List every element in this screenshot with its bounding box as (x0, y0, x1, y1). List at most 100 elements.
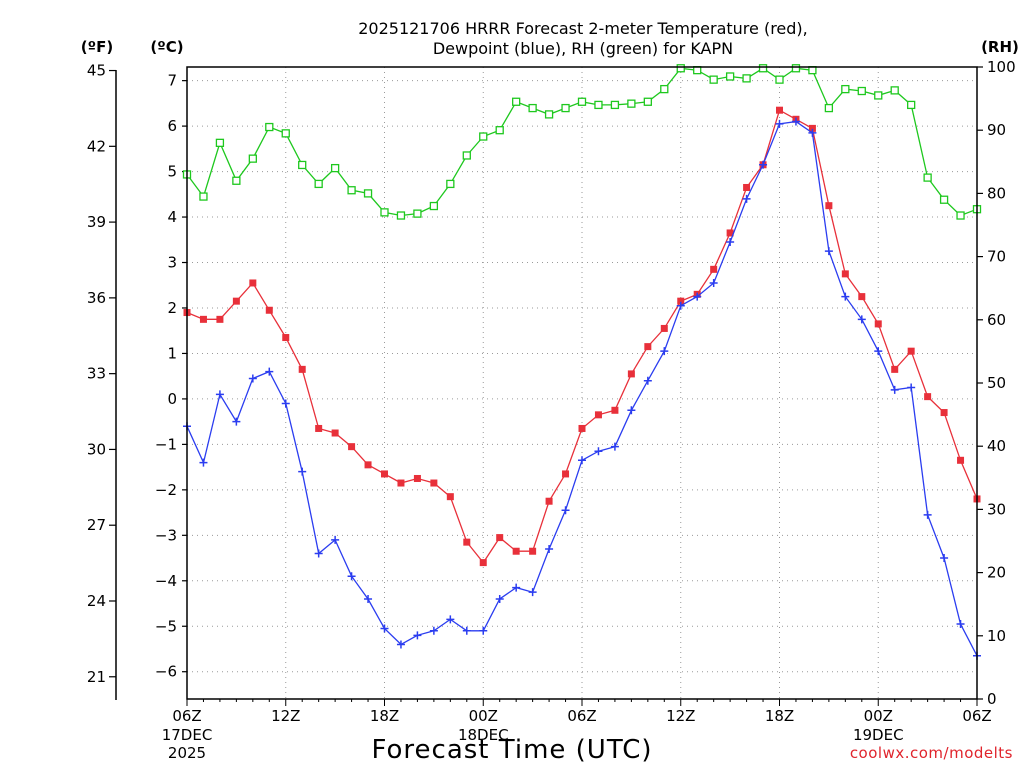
celsius-tick-label: 1 (167, 344, 177, 362)
fahrenheit-tick-label: 24 (87, 592, 106, 610)
dewpoint-point (561, 506, 570, 515)
rh-tick-label: 90 (987, 121, 1006, 139)
rh-point (758, 64, 768, 73)
rh-point (446, 179, 455, 189)
plot-frame (186, 66, 978, 700)
rh-point (528, 103, 537, 113)
credit-text: coolwx.com/modelts (850, 744, 1013, 762)
rh-point (923, 173, 932, 182)
dewpoint-point (956, 619, 965, 628)
celsius-tick-label: 6 (167, 117, 177, 135)
dewpoint-point (759, 160, 768, 169)
date-label: 19DEC (853, 726, 904, 744)
rh-point (347, 186, 356, 195)
celsius-tick-label: 0 (167, 390, 177, 408)
rh-point (380, 208, 389, 217)
dewpoint-point (627, 406, 636, 415)
celsius-tick-label: 3 (167, 254, 177, 272)
temperature-point (874, 320, 882, 328)
temperature-point (776, 106, 783, 114)
rh-point (775, 75, 784, 84)
time-tick-label: 12Z (271, 707, 300, 725)
rh-point (512, 97, 521, 106)
dewpoint-point (676, 301, 685, 310)
rh-point (643, 97, 652, 106)
fahrenheit-tick-label: 39 (87, 213, 106, 231)
dewpoint-point (265, 367, 274, 376)
dewpoint-point (742, 194, 751, 203)
date-label: 17DEC (162, 726, 213, 744)
dewpoint-point (890, 385, 899, 394)
dewpoint-point (923, 510, 932, 519)
dewpoint-point (907, 383, 916, 392)
rh-point (215, 138, 225, 147)
rh-point (479, 132, 488, 141)
rh-point (742, 74, 751, 83)
dewpoint-series (183, 117, 981, 660)
celsius-tick-label: 4 (167, 208, 177, 226)
fahrenheit-tick-label: 42 (87, 137, 106, 155)
temperature-point (331, 429, 339, 437)
temperature-point (265, 306, 273, 314)
temperature-point (825, 202, 833, 210)
celsius-tick-label: −3 (155, 526, 177, 544)
rh-point (199, 192, 208, 201)
temperature-point (545, 497, 553, 505)
rh-axis-unit: (RH) (981, 38, 1019, 56)
chart-title-line1: 2025121706 HRRR Forecast 2-meter Tempera… (358, 19, 808, 38)
temperature-point (743, 183, 751, 191)
rh-point (561, 103, 570, 113)
rh-tick-label: 10 (987, 627, 1006, 645)
dewpoint-point (940, 554, 949, 563)
dewpoint-point (248, 374, 257, 383)
dewpoint-point (298, 467, 307, 476)
time-tick-label: 06Z (172, 707, 201, 725)
temperature-point (529, 547, 537, 555)
temperature-point (858, 293, 866, 301)
dewpoint-point (693, 292, 702, 301)
time-tick-label: 12Z (666, 707, 695, 725)
dewpoint-point (791, 117, 800, 126)
time-tick-label: 06Z (567, 707, 596, 725)
rh-point (725, 72, 735, 81)
rh-point (709, 75, 718, 84)
temperature-point (611, 406, 619, 414)
fahrenheit-tick-label: 45 (87, 62, 106, 80)
rh-point (874, 91, 883, 100)
dewpoint-point (446, 615, 455, 624)
rh-point (841, 84, 850, 94)
dewpoint-point (232, 417, 241, 426)
rh-point (544, 110, 554, 119)
temperature-point (282, 334, 290, 342)
temperature-point (940, 409, 948, 417)
fahrenheit-axis-unit: (ºF) (81, 38, 113, 56)
rh-point (265, 122, 274, 132)
temperature-point (348, 443, 356, 451)
temperature-point (924, 393, 932, 401)
dewpoint-point (775, 119, 784, 128)
temperature-point (710, 265, 718, 273)
rh-point (413, 209, 422, 218)
temperature-point (808, 124, 816, 132)
dewpoint-point (413, 631, 422, 640)
temperature-point (644, 343, 652, 351)
rh-point (298, 160, 307, 170)
rh-point (330, 163, 340, 173)
temperature-point (199, 315, 207, 323)
rh-tick-label: 20 (987, 564, 1006, 582)
dewpoint-point (528, 588, 537, 597)
temperature-point (578, 424, 586, 432)
fahrenheit-tick-label: 27 (87, 516, 106, 534)
temperature-point (891, 365, 899, 373)
temperature-point (627, 370, 635, 378)
temperature-point (957, 456, 965, 464)
temperature-point (446, 493, 454, 501)
date-label: 18DEC (458, 726, 509, 744)
celsius-tick-label: −1 (155, 435, 177, 453)
temperature-point (907, 347, 915, 355)
temperature-point (381, 470, 388, 478)
dewpoint-point (545, 544, 554, 553)
x-axis-title: Forecast Time (UTC) (371, 735, 652, 765)
rh-point (594, 100, 603, 110)
